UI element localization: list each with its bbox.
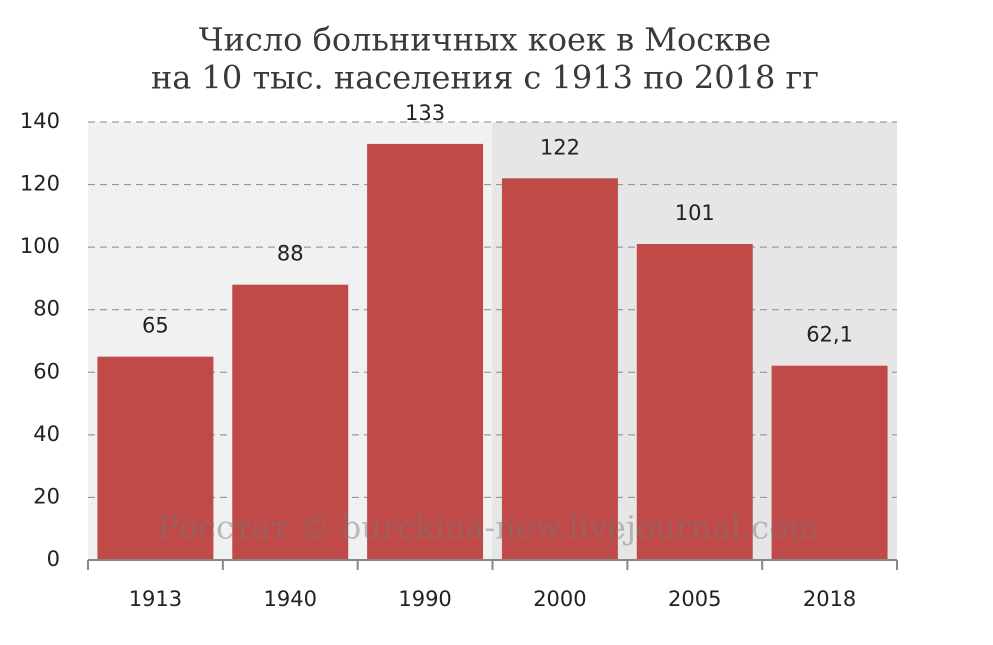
x-tick-label: 2005 [668, 587, 721, 611]
bar [97, 356, 214, 560]
x-tick-label: 2000 [533, 587, 586, 611]
value-label: 88 [277, 242, 304, 266]
y-tick-label: 0 [47, 547, 60, 571]
value-label: 62,1 [806, 323, 853, 347]
y-tick-label: 40 [33, 422, 60, 446]
bar [232, 284, 349, 560]
chart-title: на 10 тыс. населения с 1913 по 2018 гг [151, 59, 819, 97]
bar [636, 244, 753, 560]
y-tick-label: 20 [33, 484, 60, 508]
chart-title: Число больничных коек в Москве [199, 21, 771, 59]
bar [367, 143, 484, 560]
value-label: 65 [142, 314, 169, 338]
x-tick-label: 1940 [264, 587, 317, 611]
value-label: 133 [405, 101, 445, 125]
bar [771, 365, 888, 560]
x-tick-label: 1913 [129, 587, 182, 611]
value-label: 101 [675, 201, 715, 225]
y-tick-label: 120 [20, 172, 60, 196]
source-watermark: Росстат © burckina-new.livejournal.com [157, 509, 818, 547]
x-tick-label: 2018 [803, 587, 856, 611]
value-label: 122 [540, 135, 580, 159]
y-tick-label: 80 [33, 297, 60, 321]
x-tick-label: 1990 [398, 587, 451, 611]
y-tick-label: 60 [33, 359, 60, 383]
y-tick-label: 140 [20, 109, 60, 133]
bar [501, 178, 618, 561]
y-tick-label: 100 [20, 234, 60, 258]
